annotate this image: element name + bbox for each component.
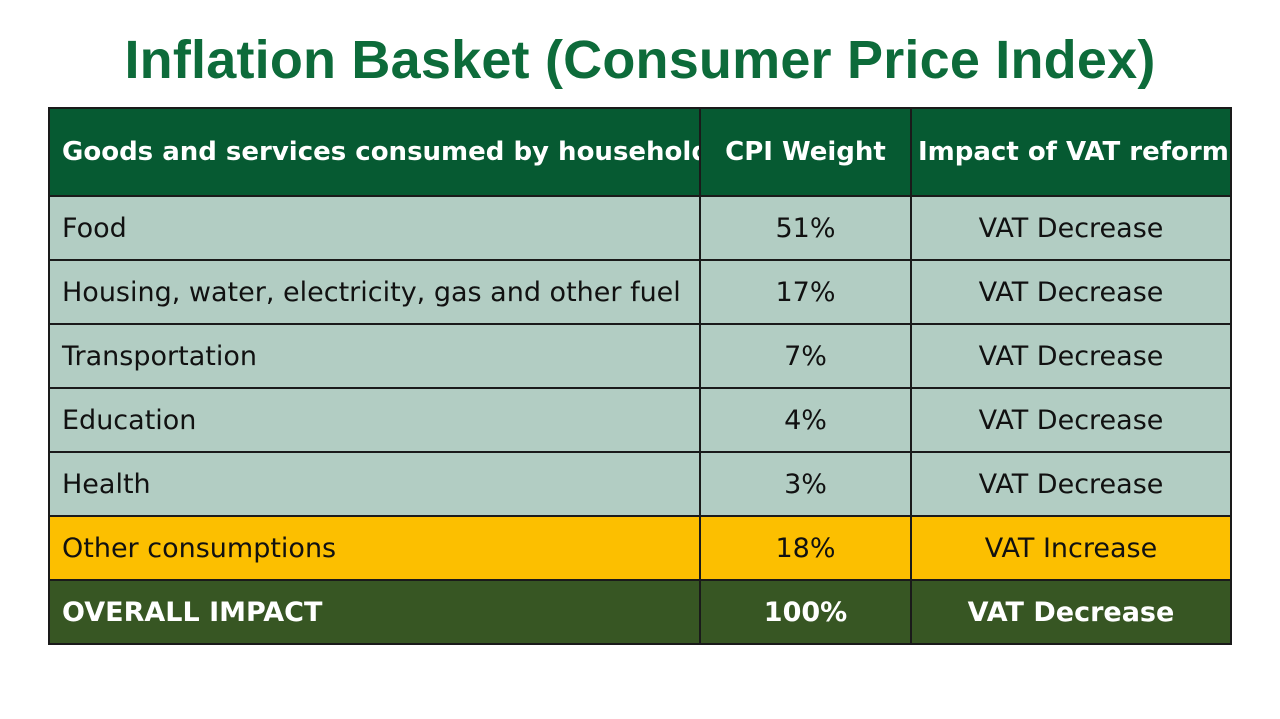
row-impact: VAT Decrease (910, 451, 1232, 517)
row-impact: VAT Decrease (910, 323, 1232, 389)
row-impact: VAT Increase (910, 515, 1232, 581)
table-row: Food 51% VAT Decrease (48, 195, 1232, 261)
cpi-table: Goods and services consumed by household… (48, 107, 1232, 645)
row-weight: 7% (699, 323, 912, 389)
row-item: Housing, water, electricity, gas and oth… (48, 259, 701, 325)
row-weight: 17% (699, 259, 912, 325)
header-goods-services: Goods and services consumed by household… (48, 107, 701, 197)
page-title: Inflation Basket (Consumer Price Index) (124, 30, 1156, 90)
table-row: Education 4% VAT Decrease (48, 387, 1232, 453)
header-cpi-weight: CPI Weight (699, 107, 912, 197)
total-item: OVERALL IMPACT (48, 579, 701, 645)
row-weight: 18% (699, 515, 912, 581)
row-impact: VAT Decrease (910, 195, 1232, 261)
total-impact: VAT Decrease (910, 579, 1232, 645)
table-row: Transportation 7% VAT Decrease (48, 323, 1232, 389)
table-row: Housing, water, electricity, gas and oth… (48, 259, 1232, 325)
row-item: Food (48, 195, 701, 261)
row-item: Other consumptions (48, 515, 701, 581)
total-weight: 100% (699, 579, 912, 645)
row-item: Health (48, 451, 701, 517)
row-impact: VAT Decrease (910, 259, 1232, 325)
row-item: Transportation (48, 323, 701, 389)
row-weight: 4% (699, 387, 912, 453)
header-vat-impact: Impact of VAT reform (910, 107, 1232, 197)
table-row-total: OVERALL IMPACT 100% VAT Decrease (48, 579, 1232, 645)
row-impact: VAT Decrease (910, 387, 1232, 453)
table-row: Health 3% VAT Decrease (48, 451, 1232, 517)
table-row-highlight: Other consumptions 18% VAT Increase (48, 515, 1232, 581)
row-item: Education (48, 387, 701, 453)
row-weight: 3% (699, 451, 912, 517)
row-weight: 51% (699, 195, 912, 261)
table-header-row: Goods and services consumed by household… (48, 107, 1232, 197)
